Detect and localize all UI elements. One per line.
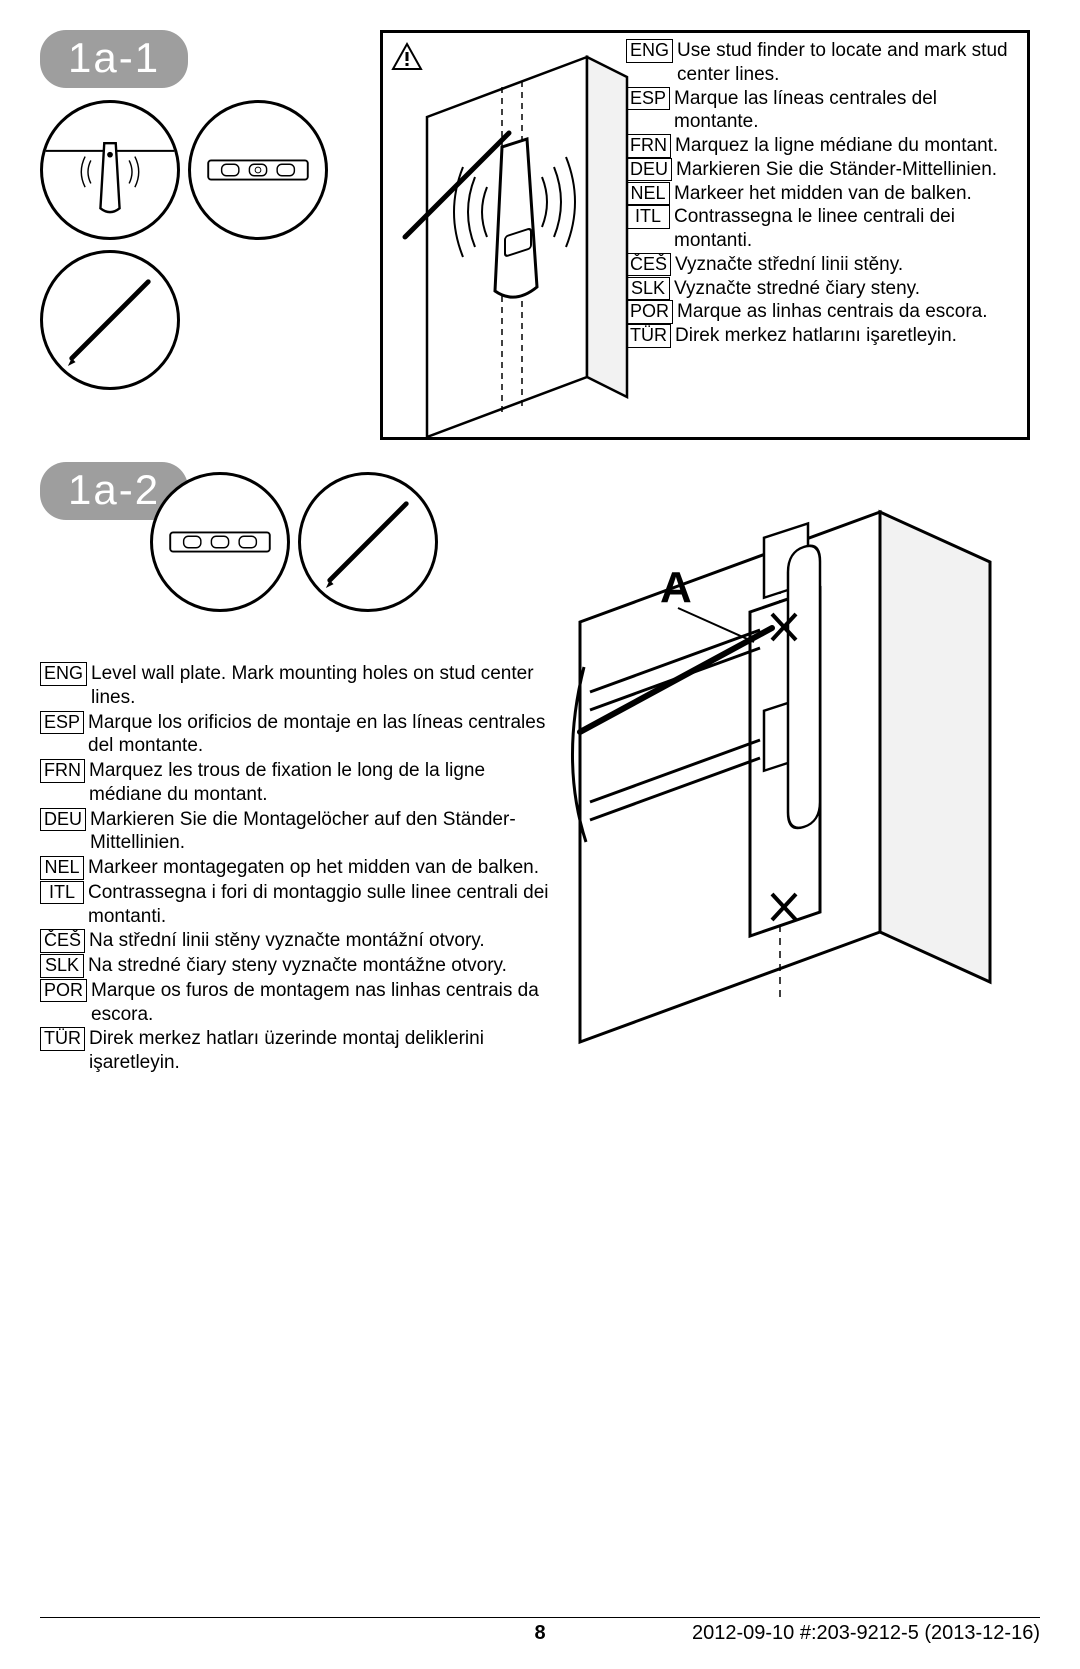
- level-tool-icon: [188, 100, 328, 240]
- lang-code: FRN: [40, 759, 85, 783]
- pencil-icon: [298, 472, 438, 612]
- section-1a-2: 1a-2 ENGLevel wall plate. Mark mounting …: [40, 462, 1040, 520]
- lang-text: Na střední linii stěny vyznačte montážní…: [89, 929, 560, 953]
- pencil-icon: [40, 250, 180, 390]
- lang-text: Markeer het midden van de balken.: [674, 182, 1021, 206]
- lang-text: Marque los orificios de montaje en las l…: [88, 711, 560, 759]
- lang-code: TÜR: [626, 324, 671, 348]
- section-1a-1: 1a-1: [40, 30, 1040, 450]
- lang-code: POR: [626, 300, 673, 324]
- lang-code: ČEŠ: [626, 253, 671, 277]
- lang-instructions-1: ENGUse stud finder to locate and mark st…: [626, 39, 1021, 348]
- step-label-1a-1: 1a-1: [40, 30, 188, 88]
- lang-code: DEU: [626, 158, 672, 182]
- lang-text: Direk merkez hatları üzerinde montaj del…: [89, 1027, 560, 1075]
- lang-row: SLKVyznačte stredné čiary steny.: [626, 277, 1021, 301]
- level-tool-icon: [150, 472, 290, 612]
- lang-row: ESPMarque las líneas centrales del monta…: [626, 87, 1021, 135]
- lang-code: ESP: [626, 87, 670, 111]
- lang-row: DEUMarkieren Sie die Montagelöcher auf d…: [40, 808, 560, 856]
- lang-code: FRN: [626, 134, 671, 158]
- lang-text: Vyznačte střední linii stěny.: [675, 253, 1021, 277]
- lang-text: Markieren Sie die Montagelöcher auf den …: [90, 808, 560, 856]
- studfinder-icon: [40, 100, 180, 240]
- lang-code: ENG: [40, 662, 87, 686]
- lang-instructions-2: ENGLevel wall plate. Mark mounting holes…: [40, 662, 560, 1076]
- lang-text: Marquez la ligne médiane du montant.: [675, 134, 1021, 158]
- lang-code: ESP: [40, 711, 84, 735]
- lang-code: SLK: [40, 954, 84, 978]
- lang-code: NEL: [626, 182, 670, 206]
- lang-text: Level wall plate. Mark mounting holes on…: [91, 662, 560, 710]
- illustration-1a-1: ENGUse stud finder to locate and mark st…: [380, 30, 1030, 440]
- lang-text: Vyznačte stredné čiary steny.: [674, 277, 1021, 301]
- lang-text: Marque as linhas centrais da escora.: [677, 300, 1021, 324]
- instruction-page: 1a-1: [0, 0, 1080, 1669]
- lang-code: ITL: [40, 881, 84, 905]
- lang-text: Direk merkez hatlarını işaretleyin.: [675, 324, 1021, 348]
- lang-row: PORMarque as linhas centrais da escora.: [626, 300, 1021, 324]
- lang-code: DEU: [40, 808, 86, 832]
- lang-text: Na stredné čiary steny vyznačte montážne…: [88, 954, 560, 978]
- lang-row: DEUMarkieren Sie die Ständer-Mittellinie…: [626, 158, 1021, 182]
- lang-row: ITLContrassegna i fori di montaggio sull…: [40, 881, 560, 929]
- lang-code: TÜR: [40, 1027, 85, 1051]
- lang-row: SLKNa stredné čiary steny vyznačte montá…: [40, 954, 560, 978]
- lang-code: POR: [40, 979, 87, 1003]
- lang-text: Markieren Sie die Ständer-Mittellinien.: [676, 158, 1021, 182]
- lang-row: NELMarkeer montagegaten op het midden va…: [40, 856, 560, 880]
- lang-row: ČEŠVyznačte střední linii stěny.: [626, 253, 1021, 277]
- lang-text: Markeer montagegaten op het midden van d…: [88, 856, 560, 880]
- illustration-1a-2: A: [520, 492, 1030, 1052]
- tool-icons-row-2: [150, 472, 438, 612]
- lang-text: Marque os furos de montagem nas linhas c…: [91, 979, 560, 1027]
- lang-text: Use stud finder to locate and mark stud …: [677, 39, 1021, 87]
- lang-code: ENG: [626, 39, 673, 63]
- lang-text: Marquez les trous de fixation le long de…: [89, 759, 560, 807]
- lang-row: ENGUse stud finder to locate and mark st…: [626, 39, 1021, 87]
- lang-row: NELMarkeer het midden van de balken.: [626, 182, 1021, 206]
- footer-meta: 2012-09-10 #:203-9212-5 (2013-12-16): [692, 1622, 1040, 1645]
- lang-text: Marque las líneas centrales del montante…: [674, 87, 1021, 135]
- lang-row: TÜRDirek merkez hatları üzerinde montaj …: [40, 1027, 560, 1075]
- lang-row: PORMarque os furos de montagem nas linha…: [40, 979, 560, 1027]
- lang-text: Contrassegna le linee centrali dei monta…: [674, 205, 1021, 253]
- tool-icons-row-1: [40, 100, 328, 240]
- lang-row: ČEŠNa střední linii stěny vyznačte montá…: [40, 929, 560, 953]
- lang-code: SLK: [626, 277, 670, 301]
- lang-row: ENGLevel wall plate. Mark mounting holes…: [40, 662, 560, 710]
- lang-code: ITL: [626, 205, 670, 229]
- lang-row: ITLContrassegna le linee centrali dei mo…: [626, 205, 1021, 253]
- page-footer: 8 2012-09-10 #:203-9212-5 (2013-12-16): [40, 1617, 1040, 1645]
- lang-row: FRNMarquez la ligne médiane du montant.: [626, 134, 1021, 158]
- lang-row: TÜRDirek merkez hatlarını işaretleyin.: [626, 324, 1021, 348]
- lang-text: Contrassegna i fori di montaggio sulle l…: [88, 881, 560, 929]
- page-number: 8: [534, 1622, 545, 1645]
- lang-code: NEL: [40, 856, 84, 880]
- lang-code: ČEŠ: [40, 929, 85, 953]
- marker-a-label: A: [660, 563, 692, 612]
- lang-row: FRNMarquez les trous de fixation le long…: [40, 759, 560, 807]
- lang-row: ESPMarque los orificios de montaje en la…: [40, 711, 560, 759]
